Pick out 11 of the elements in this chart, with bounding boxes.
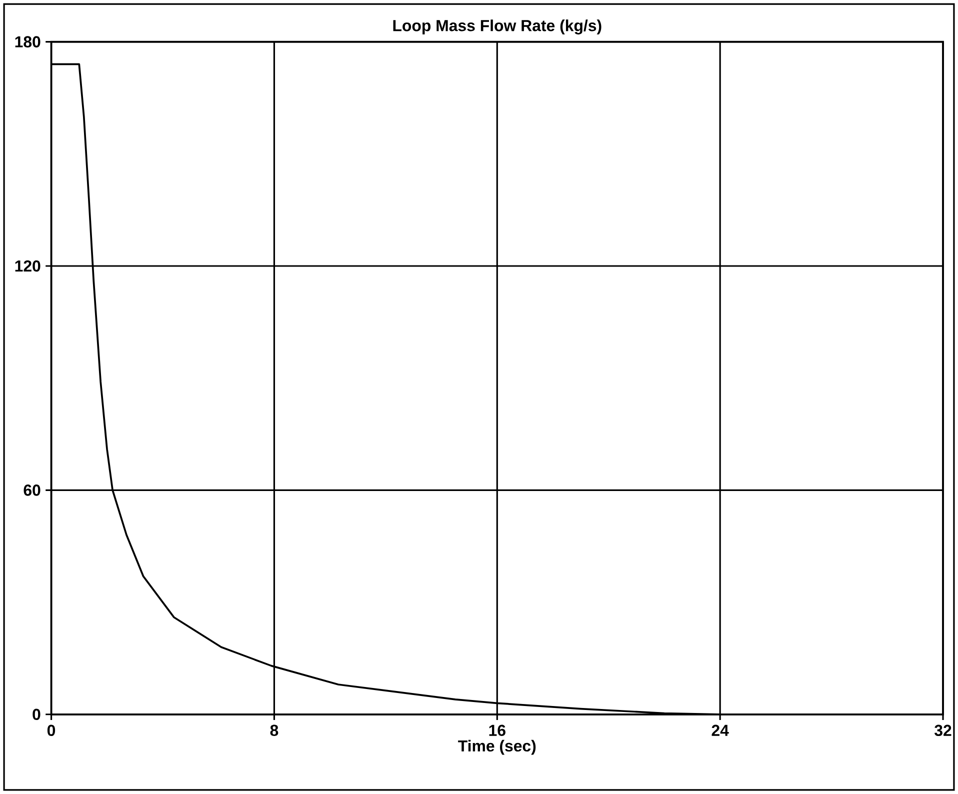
x-axis-title: Time (sec) xyxy=(458,740,536,755)
y-tick-label: 60 xyxy=(24,484,40,496)
y-tick-label: 180 xyxy=(15,36,40,48)
y-tick-label: 120 xyxy=(15,260,40,272)
x-tick-label: 32 xyxy=(934,724,952,736)
y-tick-label: 0 xyxy=(32,708,40,720)
chart-title: Loop Mass Flow Rate (kg/s) xyxy=(393,20,602,34)
x-tick-label: 8 xyxy=(270,724,278,736)
x-tick-label: 0 xyxy=(47,724,56,736)
x-tick-label: 16 xyxy=(489,724,506,736)
x-tick-label: 24 xyxy=(712,724,729,736)
